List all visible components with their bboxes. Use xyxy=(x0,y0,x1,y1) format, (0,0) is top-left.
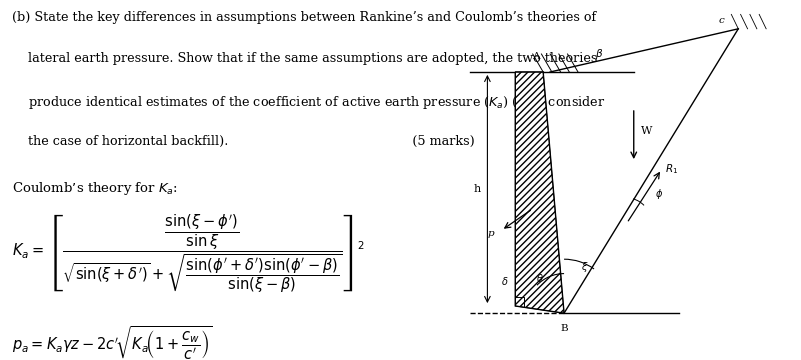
Text: $\delta$: $\delta$ xyxy=(501,275,509,287)
Text: $\xi$: $\xi$ xyxy=(582,260,589,274)
Text: Coulomb’s theory for $K_a$:: Coulomb’s theory for $K_a$: xyxy=(12,180,178,197)
Text: $\phi$: $\phi$ xyxy=(654,188,662,201)
Text: h: h xyxy=(473,184,481,194)
Text: B: B xyxy=(560,324,568,333)
Text: p: p xyxy=(488,230,494,238)
Text: $K_a = \left[\dfrac{\dfrac{\sin(\xi-\phi')}{\sin\xi}}{\sqrt{\sin(\xi+\delta')}+\: $K_a = \left[\dfrac{\dfrac{\sin(\xi-\phi… xyxy=(12,212,365,295)
Text: c: c xyxy=(718,16,724,25)
Text: $R_1$: $R_1$ xyxy=(665,162,678,176)
Polygon shape xyxy=(515,72,564,313)
Text: $\beta$: $\beta$ xyxy=(595,47,603,61)
Text: lateral earth pressure. Show that if the same assumptions are adopted, the two t: lateral earth pressure. Show that if the… xyxy=(12,52,598,65)
Text: $p_a = K_a\gamma z - 2c'\!\sqrt{K_a\!\left(1+\dfrac{c_w}{c'}\right)}$: $p_a = K_a\gamma z - 2c'\!\sqrt{K_a\!\le… xyxy=(12,324,213,360)
Text: $\theta$: $\theta$ xyxy=(536,273,544,284)
Text: produce identical estimates of the coefficient of active earth pressure ($K_a$) : produce identical estimates of the coeff… xyxy=(12,94,606,111)
Text: W: W xyxy=(641,126,652,136)
Text: the case of horizontal backfill).                                              (: the case of horizontal backfill). ( xyxy=(12,135,475,148)
Text: (b) State the key differences in assumptions between Rankine’s and Coulomb’s the: (b) State the key differences in assumpt… xyxy=(12,11,596,24)
Text: A: A xyxy=(533,52,540,61)
